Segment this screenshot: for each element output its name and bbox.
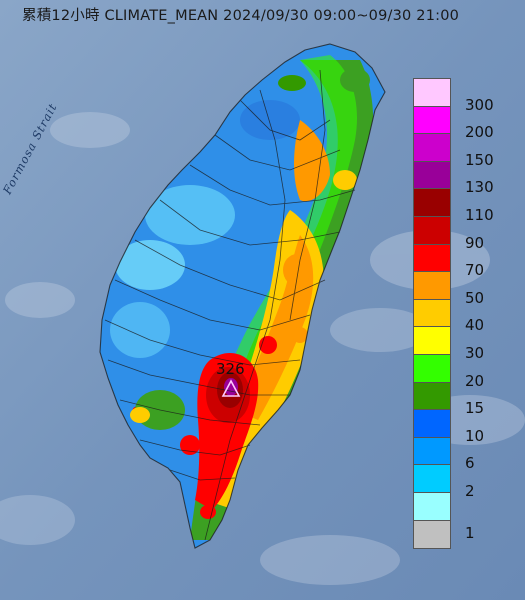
- legend-swatch: [414, 189, 450, 217]
- legend-tick-label: 50: [465, 288, 485, 307]
- legend-tick-label: 1: [465, 523, 475, 542]
- legend-tick-label: 30: [465, 344, 485, 362]
- cloud-texture: [0, 112, 525, 585]
- legend-tick-label: 200: [465, 123, 494, 142]
- legend-swatch: [414, 492, 450, 521]
- legend-swatch: [414, 216, 450, 245]
- legend-swatch: [414, 299, 450, 328]
- legend-tick-label: 20: [465, 371, 485, 390]
- map-title: 累積12小時 CLIMATE_MEAN 2024/09/30 09:00~09/…: [22, 8, 460, 24]
- legend-swatch: [414, 106, 450, 135]
- legend-swatch: [414, 244, 450, 273]
- rainfall-legend: [413, 78, 451, 550]
- legend-tick-label: 90: [465, 233, 485, 252]
- legend-tick-label: 150: [465, 150, 494, 169]
- legend-swatch: [414, 161, 450, 190]
- legend-swatch: [414, 520, 450, 549]
- legend-swatch: [414, 134, 450, 162]
- legend-tick-label: 130: [465, 178, 494, 197]
- boundary-lines: [99, 43, 386, 549]
- legend-tick-label: 70: [465, 261, 485, 280]
- legend-tick-label: 40: [465, 316, 485, 335]
- legend-tick-label: 6: [465, 454, 475, 473]
- legend-tick-label: 2: [465, 482, 475, 500]
- legend-swatch: [414, 437, 450, 466]
- legend-swatch: [414, 465, 450, 493]
- peak-triangle-marker: [221, 379, 241, 397]
- legend-tick-label: 15: [465, 399, 485, 418]
- legend-tick-label: 10: [465, 426, 485, 445]
- legend-tick-label: 110: [465, 206, 494, 224]
- legend-swatch: [414, 327, 450, 355]
- legend-swatch: [414, 382, 450, 411]
- legend-swatch: [414, 272, 450, 300]
- legend-swatch: [414, 79, 450, 107]
- legend-tick-label: 300: [465, 95, 494, 114]
- peak-value-label: 326: [216, 360, 245, 378]
- legend-swatch: [414, 410, 450, 438]
- legend-swatch: [414, 354, 450, 383]
